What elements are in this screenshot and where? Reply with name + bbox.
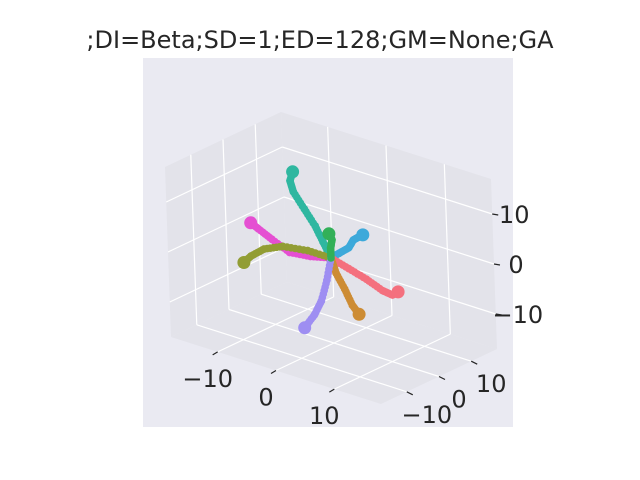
x-tick-label: 10: [309, 402, 340, 430]
grid-lines: [165, 124, 496, 393]
z-tick-label: −10: [492, 301, 543, 329]
data-series: [237, 165, 405, 335]
x-tick-label: 0: [258, 384, 273, 412]
z-tick-label: 10: [499, 201, 530, 229]
grid-line: [228, 308, 440, 378]
z-tick: [495, 313, 502, 316]
grid-line: [334, 333, 451, 390]
x-tick-label: −10: [182, 365, 233, 393]
y-tick: [406, 391, 414, 396]
grid-line: [167, 196, 285, 253]
endpoint-marker: [286, 165, 300, 179]
grid-line: [283, 196, 495, 265]
y-tick: [438, 375, 446, 381]
chart-title: ;DI=Beta;SD=1;ED=128;GM=None;GA: [86, 26, 554, 54]
series-group: [237, 242, 335, 269]
z-tick-label: 0: [508, 251, 523, 279]
series-group: [327, 254, 366, 321]
grid-line: [443, 164, 451, 335]
endpoint-marker: [391, 285, 405, 299]
x-tick: [329, 388, 335, 393]
x-tick: [270, 369, 277, 375]
series-group: [327, 228, 370, 262]
y-tick-label: 0: [451, 386, 466, 414]
endpoint-marker: [352, 307, 366, 321]
endpoint-marker: [237, 256, 251, 269]
grid-line: [165, 146, 283, 203]
series-group: [322, 227, 336, 262]
y-tick-label: −10: [401, 401, 452, 429]
endpoint-marker: [298, 321, 312, 335]
grid-line: [261, 293, 472, 362]
endpoint-marker: [322, 227, 336, 241]
endpoint-marker: [244, 216, 258, 230]
x-tick: [212, 351, 218, 356]
z-tick: [492, 213, 499, 216]
y-tick: [470, 360, 478, 365]
y-tick-label: 10: [476, 370, 507, 398]
endpoint-marker: [356, 228, 370, 242]
grid-line: [282, 146, 493, 215]
series-group: [298, 254, 335, 335]
grid-line: [254, 124, 262, 295]
z-tick: [493, 263, 501, 266]
